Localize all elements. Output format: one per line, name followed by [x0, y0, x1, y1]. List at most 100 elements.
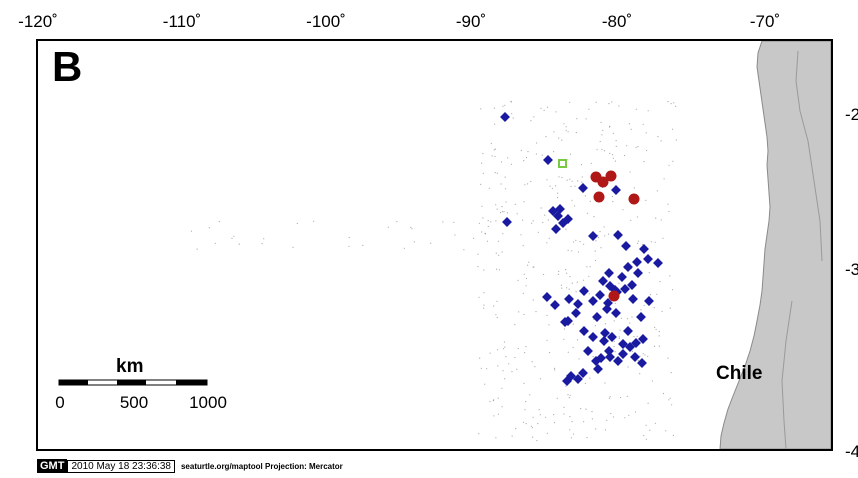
track-dot [546, 179, 548, 181]
track-dot [635, 108, 637, 110]
diamond-marker [625, 342, 635, 352]
track-dot [574, 205, 576, 207]
track-dot [612, 157, 615, 159]
track-dot [489, 352, 491, 354]
track-dot [523, 382, 525, 384]
track-dot [497, 397, 499, 399]
track-dot [643, 435, 645, 437]
track-dot [639, 355, 641, 357]
track-dot [524, 409, 526, 411]
track-dot [635, 146, 637, 149]
track-dot [650, 241, 653, 243]
diamond-marker [588, 231, 598, 241]
track-dot [486, 368, 488, 370]
track-dot [639, 373, 641, 375]
track-dot [539, 378, 542, 380]
track-dot [501, 206, 503, 208]
track-dot [659, 281, 661, 283]
track-dot [558, 270, 560, 272]
track-dot [663, 178, 665, 180]
track-dot [488, 187, 490, 189]
track-dot [585, 118, 587, 120]
track-dot [603, 226, 605, 228]
diamond-marker [560, 317, 570, 327]
track-dot [517, 279, 519, 281]
track-dot [482, 152, 484, 155]
track-dot [487, 225, 489, 228]
scale-bar [58, 379, 208, 386]
diamond-marker [604, 346, 614, 356]
diamond-marker [591, 356, 601, 366]
circle-marker [593, 191, 605, 203]
track-dot [580, 408, 582, 410]
track-dot [581, 181, 583, 183]
lat-tick-label: -2 [845, 105, 858, 124]
track-dot [477, 253, 479, 255]
track-dot [606, 419, 608, 421]
track-dot [514, 356, 516, 359]
track-dot [292, 246, 294, 248]
track-dot [563, 413, 565, 415]
track-dot [672, 160, 674, 162]
track-dot [473, 237, 475, 239]
track-dot [496, 316, 498, 319]
track-dot [545, 416, 547, 418]
track-dot [506, 212, 508, 214]
track-dot [514, 324, 516, 326]
track-dot [648, 272, 650, 274]
diamond-marker [548, 206, 558, 216]
track-dot [653, 307, 655, 309]
track-dot [669, 307, 671, 309]
lon-tick-label: -120˚ [18, 12, 58, 31]
track-dot [669, 275, 671, 277]
track-dot [483, 304, 485, 306]
track-dot [548, 324, 550, 326]
track-dot [631, 350, 634, 352]
track-dot [481, 231, 483, 233]
track-dot [586, 437, 588, 439]
track-dot [514, 203, 516, 205]
track-dot [647, 402, 649, 404]
track-dot [604, 429, 607, 431]
track-dot [511, 113, 513, 115]
track-dot [649, 429, 651, 431]
track-dot [584, 195, 587, 197]
track-dot [430, 242, 432, 244]
track-dot [489, 400, 491, 403]
track-dot [637, 242, 639, 244]
track-dot [524, 184, 526, 186]
track-dot [504, 176, 506, 178]
track-dot [483, 269, 485, 271]
track-dot [218, 220, 220, 223]
track-dot [497, 240, 499, 242]
track-dot [261, 243, 263, 245]
track-dot [479, 357, 481, 359]
map-frame[interactable]: B Chile km 0 500 1000 [36, 39, 833, 451]
track-dot [637, 360, 639, 362]
track-dot [607, 233, 610, 235]
track-dot [649, 294, 652, 296]
track-dot [563, 406, 565, 408]
track-dot [504, 104, 506, 106]
track-dot [520, 234, 522, 236]
diamond-marker [579, 326, 589, 336]
track-dot [576, 118, 578, 120]
diamond-marker [599, 336, 609, 346]
track-dot [586, 212, 589, 214]
track-dot [529, 394, 531, 396]
diamond-marker [543, 155, 553, 165]
track-dot [567, 249, 569, 251]
diamond-marker [598, 276, 608, 286]
track-dot [525, 156, 528, 159]
track-dot [613, 320, 615, 322]
track-dot [563, 328, 566, 330]
track-dot [523, 160, 525, 162]
track-dot [532, 299, 534, 301]
track-dot [523, 273, 525, 275]
track-dot [575, 239, 577, 241]
track-dot [567, 394, 569, 396]
land-mass [719, 41, 831, 449]
track-dot [481, 205, 483, 207]
track-dot [553, 422, 556, 424]
track-dot [636, 216, 639, 218]
